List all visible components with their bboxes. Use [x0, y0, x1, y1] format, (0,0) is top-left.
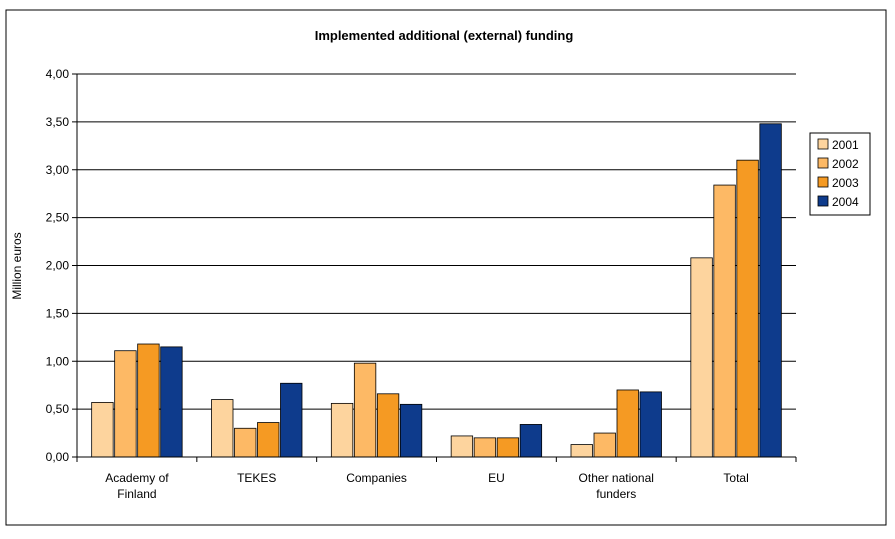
y-axis-label: Million euros — [10, 232, 24, 299]
x-tick-label: Total — [723, 471, 748, 485]
legend-label: 2004 — [832, 195, 859, 209]
x-tick-label: Academy of — [105, 471, 169, 485]
x-tick-label: Finland — [117, 487, 156, 501]
y-tick-label: 0,00 — [46, 450, 70, 464]
bar — [593, 432, 616, 458]
y-tick-label: 1,50 — [46, 306, 70, 320]
bars — [91, 123, 782, 458]
bar — [160, 346, 183, 458]
legend-label: 2002 — [832, 157, 859, 171]
x-tick-label: funders — [596, 487, 636, 501]
legend: 2001 2002 2003 2004 — [809, 132, 871, 216]
x-tick-label: Other national — [579, 471, 654, 485]
bar — [690, 257, 713, 458]
y-tick-label: 1,00 — [46, 354, 70, 368]
bar — [211, 399, 234, 458]
legend-swatch — [817, 176, 829, 188]
bar — [376, 393, 400, 458]
bar — [759, 123, 782, 458]
bar — [91, 402, 114, 458]
bar — [234, 427, 257, 458]
bar — [473, 437, 497, 458]
bar — [353, 362, 377, 458]
gridlines — [77, 73, 796, 410]
y-tick-label: 3,50 — [46, 115, 70, 129]
bar — [114, 350, 137, 458]
chart-title: Implemented additional (external) fundin… — [315, 28, 574, 43]
y-tick-label: 2,50 — [46, 211, 70, 225]
bar — [519, 424, 543, 458]
y-tick-label: 4,00 — [46, 67, 70, 81]
bar — [257, 422, 280, 458]
x-tick-label: Companies — [346, 471, 407, 485]
legend-swatch — [817, 195, 829, 207]
y-tick-label: 0,50 — [46, 402, 70, 416]
bar — [639, 391, 662, 458]
legend-swatch — [817, 157, 829, 169]
legend-label: 2003 — [832, 176, 859, 190]
bar — [280, 382, 303, 458]
bar — [736, 159, 759, 458]
y-tick-label: 2,00 — [46, 259, 70, 273]
bar — [496, 437, 520, 458]
legend-label: 2001 — [832, 138, 859, 152]
bar — [330, 402, 354, 458]
bar — [570, 444, 593, 458]
legend-swatch — [817, 138, 829, 150]
bar — [713, 184, 736, 458]
x-tick-label: TEKES — [237, 471, 276, 485]
x-tick-label: EU — [488, 471, 505, 485]
bar — [137, 343, 160, 458]
axes: 0,00 0,50 1,00 1,50 2,00 2,50 3,00 3,50 4,00 Acad… — [46, 67, 797, 501]
bar — [399, 403, 423, 458]
y-tick-label: 3,00 — [46, 163, 70, 177]
bar — [450, 435, 474, 458]
bar — [616, 389, 639, 458]
